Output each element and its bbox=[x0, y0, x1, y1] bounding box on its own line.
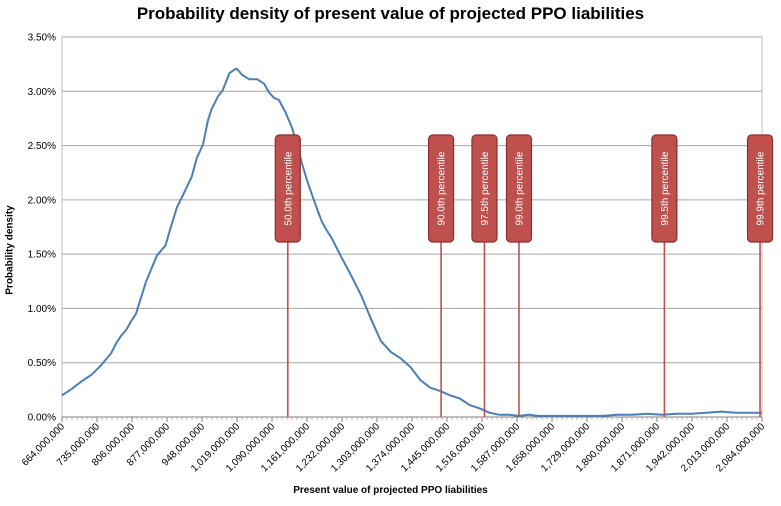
y-tick-label: 0.00% bbox=[28, 413, 56, 424]
percentile-label: 99.9th percentile bbox=[756, 151, 767, 225]
y-axis-label: Probability density bbox=[4, 205, 16, 295]
percentile-marker: 99.0th percentile bbox=[505, 134, 533, 417]
y-tick-label: 1.50% bbox=[28, 250, 56, 261]
percentile-box bbox=[471, 134, 498, 243]
chart-title: Probability density of present value of … bbox=[136, 4, 645, 23]
percentile-box bbox=[746, 134, 774, 243]
percentile-label: 90.0th percentile bbox=[437, 151, 448, 225]
y-tick-label: 2.50% bbox=[28, 141, 56, 152]
y-tick-label: 3.00% bbox=[28, 87, 56, 98]
percentile-box bbox=[505, 134, 533, 243]
percentile-marker: 50.0th percentile bbox=[274, 134, 301, 417]
percentile-marker: 99.5th percentile bbox=[651, 134, 678, 417]
y-tick-label: 2.00% bbox=[28, 195, 56, 206]
percentile-marker: 90.0th percentile bbox=[427, 134, 455, 417]
percentile-box bbox=[651, 134, 678, 243]
percentile-box bbox=[274, 134, 301, 243]
percentile-label: 99.0th percentile bbox=[514, 151, 525, 225]
y-axis-label-wrap: Probability density bbox=[4, 205, 16, 294]
x-axis-label: Present value of projected PPO liabiliti… bbox=[293, 485, 488, 496]
percentile-label: 97.5th percentile bbox=[480, 151, 491, 225]
percentile-label: 99.5th percentile bbox=[660, 151, 671, 225]
percentile-box bbox=[427, 134, 455, 243]
y-tick-label: 0.50% bbox=[28, 358, 56, 369]
density-line bbox=[61, 67, 762, 417]
y-tick-label: 1.00% bbox=[28, 304, 56, 315]
percentile-marker: 97.5th percentile bbox=[471, 134, 498, 417]
percentile-marker: 99.9th percentile bbox=[746, 134, 774, 417]
percentile-label: 50.0th percentile bbox=[283, 151, 294, 225]
y-tick-label: 3.50% bbox=[28, 33, 56, 44]
